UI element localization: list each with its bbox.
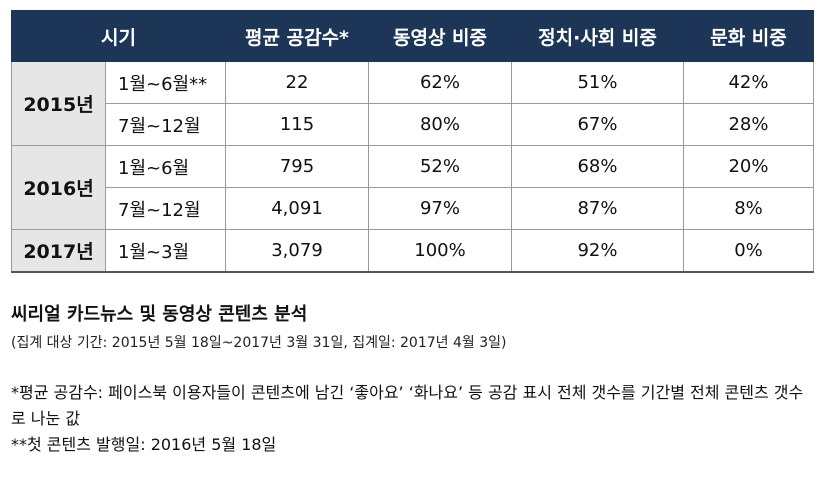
politics-cell: 51% (511, 61, 684, 104)
avg-cell: 22 (225, 61, 369, 104)
header-culture-share: 문화 비중 (683, 10, 814, 62)
period-cell: 1월~3월 (105, 229, 226, 273)
video-cell: 80% (368, 103, 512, 146)
caption-title: 씨리얼 카드뉴스 및 동영상 콘텐츠 분석 (11, 304, 308, 325)
year-cell: 2017년 (11, 229, 106, 273)
header-politics-share: 정치·사회 비중 (511, 10, 684, 62)
caption-period: (집계 대상 기간: 2015년 5월 18일~2017년 3월 31일, 집계… (11, 335, 507, 351)
politics-cell: 92% (511, 229, 684, 273)
table-row: 2017년 1월~3월 3,079 100% 92% 0% (11, 229, 814, 273)
table-caption: 씨리얼 카드뉴스 및 동영상 콘텐츠 분석 (집계 대상 기간: 2015년 5… (11, 300, 813, 356)
politics-cell: 87% (511, 187, 684, 230)
period-cell: 1월~6월** (105, 61, 226, 104)
culture-cell: 8% (683, 187, 814, 230)
footnote-first-publish: **첫 콘텐츠 발행일: 2016년 5월 18일 (11, 435, 277, 454)
politics-cell: 67% (511, 103, 684, 146)
year-cell: 2015년 (11, 61, 106, 146)
table-row: 7월~12월 4,091 97% 87% 8% (12, 187, 814, 230)
video-cell: 97% (368, 187, 512, 230)
table-row: 7월~12월 115 80% 67% 28% (12, 103, 814, 146)
video-cell: 52% (368, 145, 512, 188)
video-cell: 100% (368, 229, 512, 273)
stats-table: 시기 평균 공감수* 동영상 비중 정치·사회 비중 문화 비중 2015년 1… (11, 10, 814, 273)
avg-cell: 115 (225, 103, 369, 146)
header-avg-empathy: 평균 공감수* (225, 10, 369, 62)
header-period: 시기 (11, 10, 226, 62)
culture-cell: 20% (683, 145, 814, 188)
footnotes: *평균 공감수: 페이스북 이용자들이 콘텐츠에 남긴 ‘좋아요’ ‘화나요’ … (11, 380, 811, 458)
politics-cell: 68% (511, 145, 684, 188)
culture-cell: 28% (683, 103, 814, 146)
period-cell: 7월~12월 (105, 187, 226, 230)
header-video-share: 동영상 비중 (368, 10, 512, 62)
period-cell: 7월~12월 (105, 103, 226, 146)
table-row: 2016년 1월~6월 795 52% 68% 20% (11, 145, 814, 230)
year-cell: 2016년 (11, 145, 106, 230)
footnote-avg-empathy: *평균 공감수: 페이스북 이용자들이 콘텐츠에 남긴 ‘좋아요’ ‘화나요’ … (11, 383, 804, 428)
period-cell: 1월~6월 (105, 145, 226, 188)
avg-cell: 795 (225, 145, 369, 188)
video-cell: 62% (368, 61, 512, 104)
avg-cell: 4,091 (225, 187, 369, 230)
culture-cell: 0% (683, 229, 814, 273)
avg-cell: 3,079 (225, 229, 369, 273)
culture-cell: 42% (683, 61, 814, 104)
table-header-row: 시기 평균 공감수* 동영상 비중 정치·사회 비중 문화 비중 (11, 10, 814, 62)
table-row: 2015년 1월~6월** 22 62% 51% 42% (11, 61, 814, 146)
